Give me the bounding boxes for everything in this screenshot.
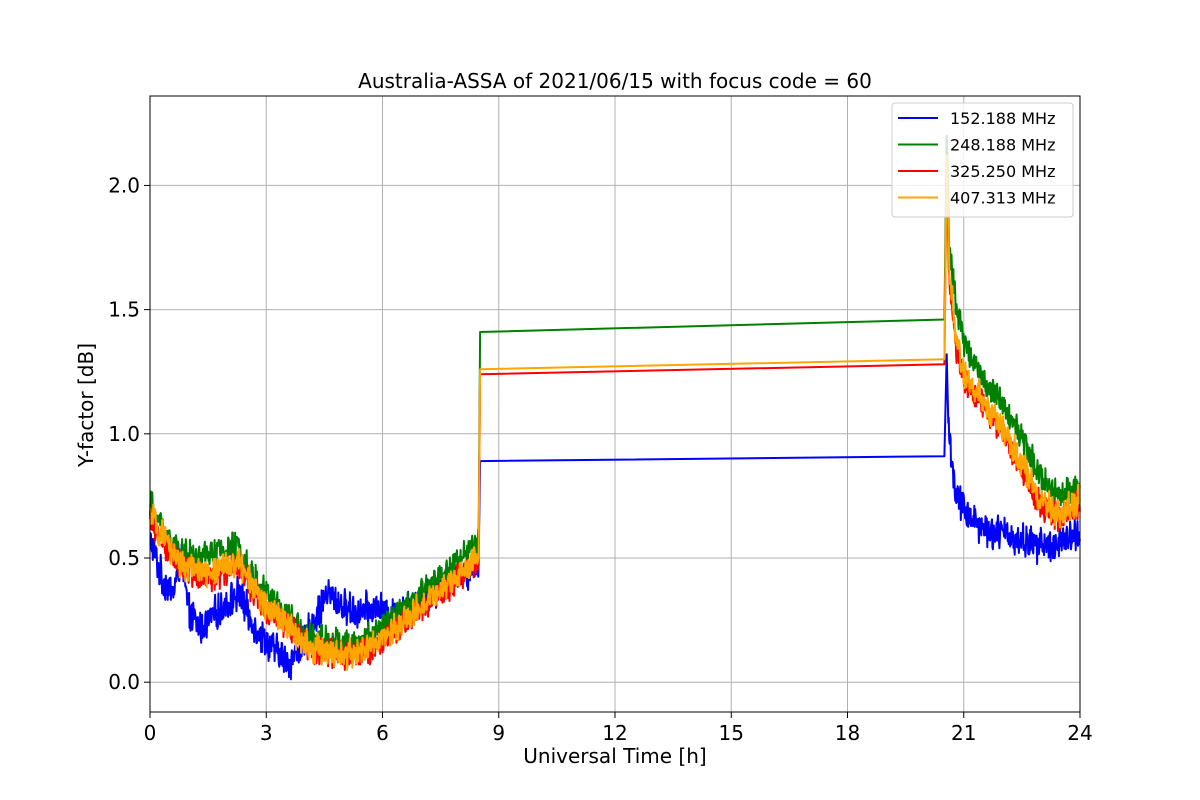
y-axis-ticks: 0.0 0.5 1.0 1.5 2.0 [108, 173, 150, 694]
y-tick-label: 1.5 [108, 298, 140, 322]
x-tick-label: 15 [719, 721, 744, 745]
legend-label: 325.250 MHz [950, 162, 1055, 181]
legend-box [891, 102, 1074, 218]
x-axis-ticks: 0 3 6 9 12 15 18 21 24 [144, 712, 1093, 745]
series-line [149, 154, 1081, 671]
chart-title: Australia-ASSA of 2021/06/15 with focus … [358, 69, 872, 93]
legend-label: 248.188 MHz [950, 136, 1055, 155]
x-tick-label: 9 [492, 721, 505, 745]
y-tick-label: 1.0 [108, 422, 140, 446]
legend-label: 407.313 MHz [950, 189, 1055, 208]
x-tick-label: 3 [260, 721, 273, 745]
legend: 152.188 MHz 248.188 MHz 325.250 MHz 407.313… [891, 102, 1074, 218]
series-group [149, 134, 1081, 681]
x-tick-label: 6 [376, 721, 389, 745]
legend-label: 152.188 MHz [950, 109, 1055, 128]
y-tick-label: 0.0 [108, 670, 140, 694]
y-axis-label: Y-factor [dB] [74, 343, 98, 468]
y-tick-label: 0.5 [108, 546, 140, 570]
x-tick-label: 0 [144, 721, 157, 745]
series-line [149, 353, 1081, 681]
y-tick-label: 2.0 [108, 173, 140, 197]
x-tick-label: 18 [835, 721, 860, 745]
x-tick-label: 24 [1067, 721, 1092, 745]
x-tick-label: 21 [951, 721, 976, 745]
x-tick-label: 12 [602, 721, 627, 745]
x-axis-label: Universal Time [h] [523, 744, 706, 768]
